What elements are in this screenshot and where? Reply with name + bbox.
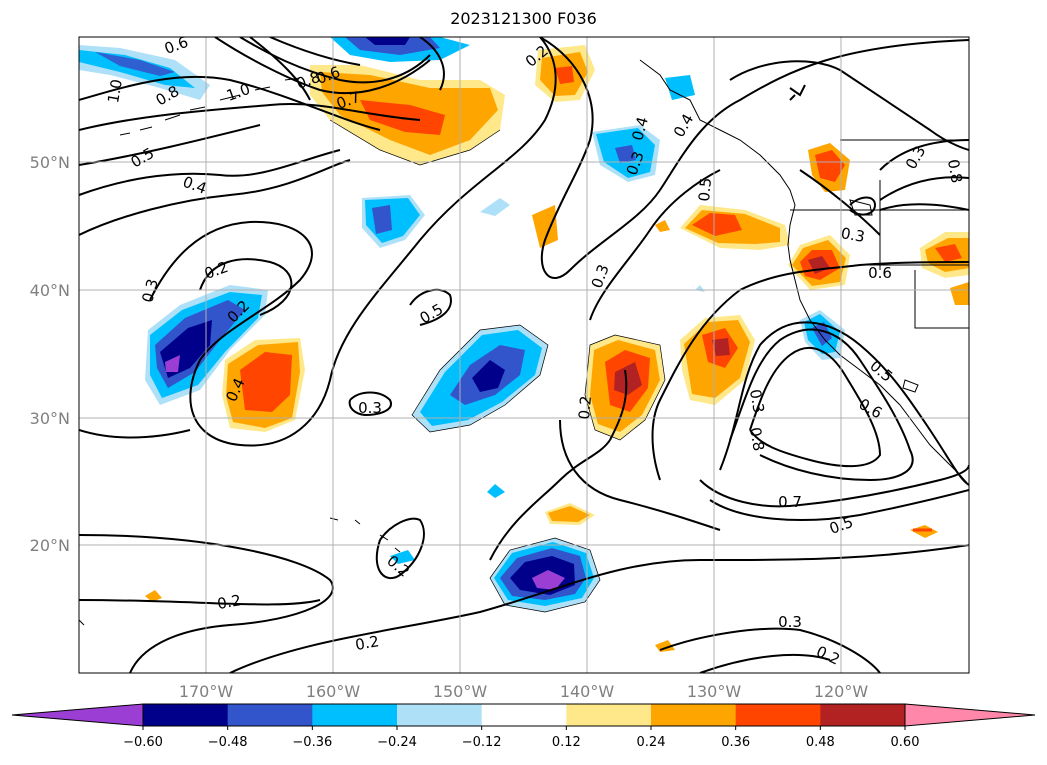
contour-label: 0.2 bbox=[354, 632, 381, 654]
contour-label: 1.0 bbox=[104, 78, 126, 105]
colorbar-extend-low bbox=[11, 703, 144, 727]
colorbar-segment bbox=[481, 704, 567, 726]
colorbar-tick-label: 0.48 bbox=[806, 735, 835, 750]
colorbar-tick-label: 0.12 bbox=[552, 735, 581, 750]
colorbar-segment bbox=[312, 704, 398, 726]
colorbar-tick-label: −0.36 bbox=[292, 735, 332, 750]
map-frame bbox=[78, 36, 970, 674]
latitude-label: 30°N bbox=[30, 409, 70, 428]
latitude-labels: 50°N 40°N 30°N 20°N bbox=[30, 153, 70, 555]
contour-label: 0.3 bbox=[358, 399, 382, 417]
map-title: 2023121300 F036 bbox=[450, 9, 597, 28]
contour-label: 0.6 bbox=[868, 264, 892, 282]
colorbar-segment bbox=[397, 704, 483, 726]
colorbar-segment bbox=[651, 704, 737, 726]
colorbar-tick-label: −0.48 bbox=[208, 735, 248, 750]
colorbar-tick-label: −0.60 bbox=[123, 735, 163, 750]
contour-label: 0.8 bbox=[746, 426, 768, 453]
contour-label: 0.4 bbox=[628, 115, 652, 143]
colorbar-tick-label: 0.60 bbox=[891, 735, 920, 750]
colorbar-segment bbox=[566, 704, 652, 726]
longitude-label: 150°W bbox=[433, 682, 488, 701]
colorbar-extend-high bbox=[904, 703, 1036, 727]
longitude-labels: 170°W 160°W 150°W 140°W 130°W 120°W bbox=[179, 682, 869, 701]
colorbar-segment bbox=[143, 704, 229, 726]
colorbar-tick-label: −0.12 bbox=[462, 735, 502, 750]
colorbar-tick-label: 0.24 bbox=[637, 735, 666, 750]
contour-label: 0.3 bbox=[138, 277, 162, 305]
contour-label: 0.8 bbox=[944, 158, 966, 185]
longitude-label: 160°W bbox=[306, 682, 361, 701]
colorbar-segment bbox=[735, 704, 821, 726]
contour-label: 0.2 bbox=[216, 591, 243, 613]
colorbar-tick-label: 0.36 bbox=[721, 735, 750, 750]
colorbar-legend: −0.60 −0.48 −0.36 −0.24 −0.12 0.12 0.24 0.36 0.4… bbox=[11, 703, 1036, 750]
contour-label: 0.5 bbox=[695, 177, 715, 202]
contour-label: 0.2 bbox=[575, 395, 595, 420]
latitude-label: 40°N bbox=[30, 281, 70, 300]
longitude-label: 120°W bbox=[814, 682, 869, 701]
contour-label: 0.3 bbox=[840, 224, 867, 246]
contour-label: 0.3 bbox=[778, 613, 802, 631]
colorbar-segment bbox=[227, 704, 313, 726]
colorbar-tick-label: −0.24 bbox=[377, 735, 417, 750]
colorbar-frame bbox=[142, 703, 906, 727]
longitude-label: 170°W bbox=[179, 682, 234, 701]
latitude-label: 50°N bbox=[30, 153, 70, 172]
contour-label: 0.3 bbox=[746, 388, 768, 415]
contour-lines bbox=[79, 37, 969, 673]
shaded-fields bbox=[79, 37, 969, 652]
latitude-label: 20°N bbox=[30, 536, 70, 555]
colorbar-segment bbox=[820, 704, 906, 726]
longitude-label: 140°W bbox=[560, 682, 615, 701]
contour-label: 0.7 bbox=[778, 493, 802, 511]
graticule bbox=[79, 37, 969, 673]
longitude-label: 130°W bbox=[687, 682, 742, 701]
